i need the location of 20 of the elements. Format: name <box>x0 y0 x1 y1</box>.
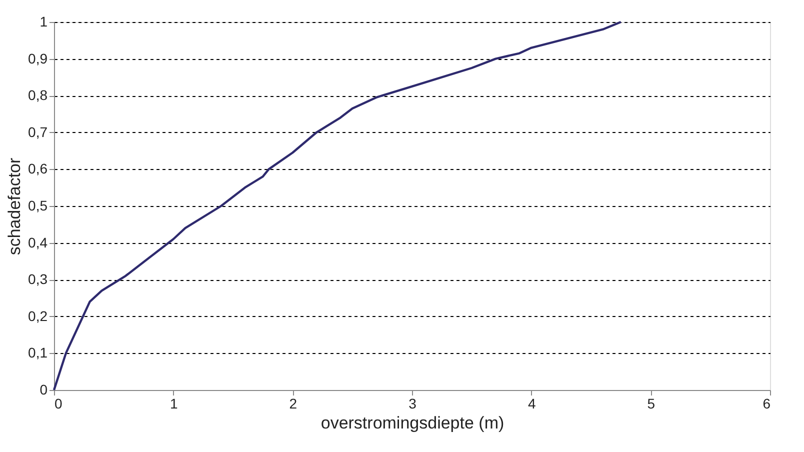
x-tick-label: 2 <box>289 396 298 412</box>
x-tick-label: 1 <box>170 396 178 412</box>
y-tick-label: 0,6 <box>28 160 48 177</box>
y-tick-label: 0,4 <box>28 234 48 250</box>
x-tick-label: 4 <box>528 396 536 412</box>
x-tick-label: 6 <box>762 396 771 412</box>
y-tick-label: 0,9 <box>28 50 48 66</box>
x-tick-label: 0 <box>54 396 62 412</box>
x-tick-label: 5 <box>647 396 656 412</box>
x-axis-title: overstromingsdiepte (m) <box>320 414 504 432</box>
y-tick-label: 0,5 <box>28 198 48 214</box>
y-axis-title: schadefactor <box>5 158 24 256</box>
x-tick-label: 3 <box>408 396 417 412</box>
y-tick-label: 1 <box>40 14 48 30</box>
y-tick-label: 0,7 <box>28 124 48 140</box>
y-tick-label: 0,3 <box>28 271 48 288</box>
y-tick-label: 0,2 <box>28 308 48 324</box>
y-tick-label: 0,8 <box>28 87 48 104</box>
y-tick-label: 0 <box>40 382 48 398</box>
y-tick-label: 0,1 <box>28 344 48 361</box>
